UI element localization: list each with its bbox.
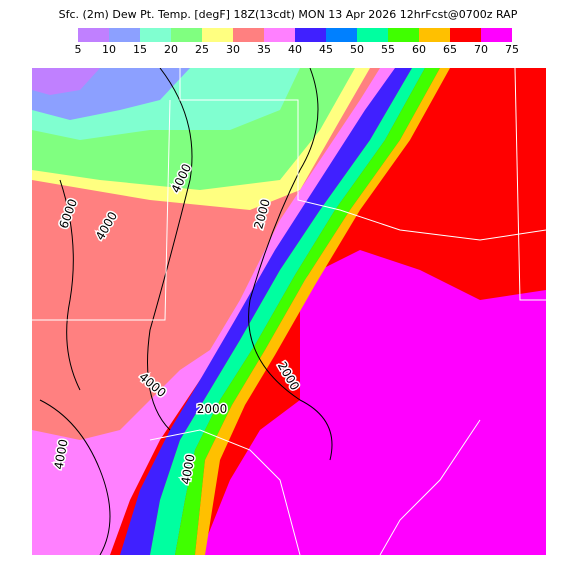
- colorbar-swatch: [264, 28, 295, 42]
- colorbar-label: 35: [257, 43, 271, 56]
- colorbar-label: 5: [75, 43, 82, 56]
- colorbar-label: 55: [381, 43, 395, 56]
- colorbar-swatch: [450, 28, 481, 42]
- colorbar-swatch: [481, 28, 512, 42]
- colorbar: 5 10 15 20 25 30 35 40 45 50 55 60 65 70 75: [75, 28, 519, 56]
- colorbar-swatch: [171, 28, 202, 42]
- field-magenta: [200, 250, 546, 555]
- colorbar-label: 15: [133, 43, 147, 56]
- colorbar-swatch: [233, 28, 264, 42]
- colorbar-label: 50: [350, 43, 364, 56]
- colorbar-swatch: [388, 28, 419, 42]
- colorbar-swatch: [295, 28, 326, 42]
- colorbar-label: 60: [412, 43, 426, 56]
- colorbar-swatch: [326, 28, 357, 42]
- colorbar-label: 40: [288, 43, 302, 56]
- colorbar-label: 65: [443, 43, 457, 56]
- colorbar-label: 20: [164, 43, 178, 56]
- colorbar-swatch: [109, 28, 140, 42]
- field-purple: [32, 68, 100, 95]
- colorbar-label: 70: [474, 43, 488, 56]
- colorbar-label: 75: [505, 43, 519, 56]
- colorbar-swatch: [78, 28, 109, 42]
- contour-label: 4000: [179, 453, 198, 486]
- title: Sfc. (2m) Dew Pt. Temp. [degF] 18Z(13cdt…: [59, 8, 518, 21]
- borders: [32, 68, 546, 555]
- front-blue: [120, 68, 412, 555]
- colorbar-swatch: [357, 28, 388, 42]
- colorbar-label: 30: [226, 43, 240, 56]
- contour-label: 2000: [197, 402, 228, 416]
- colorbar-label: 10: [102, 43, 116, 56]
- colorbar-label: 25: [195, 43, 209, 56]
- front-cyan: [150, 68, 425, 555]
- colorbar-swatch: [140, 28, 171, 42]
- colorbar-swatch: [419, 28, 450, 42]
- contours: [39, 68, 333, 555]
- contour-label: 4000: [52, 438, 71, 471]
- colorbar-swatch: [202, 28, 233, 42]
- colorbar-label: 45: [319, 43, 333, 56]
